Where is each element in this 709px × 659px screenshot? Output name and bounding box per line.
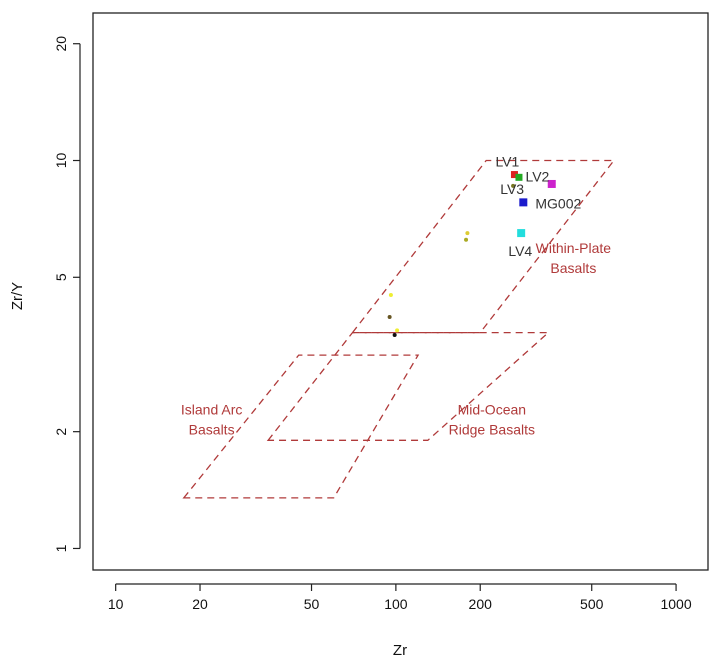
data-point-dot <box>388 293 393 298</box>
region-mid-ocean-ridge-label: Mid-Ocean <box>458 401 526 417</box>
point-label: LV3 <box>500 181 524 197</box>
data-point-square <box>519 198 528 207</box>
y-tick-label: 2 <box>53 428 69 436</box>
x-axis-label: Zr <box>393 642 407 659</box>
data-point-square <box>515 173 523 181</box>
y-tick-label: 5 <box>53 273 69 281</box>
x-tick-label: 10 <box>108 596 124 612</box>
x-tick-label: 500 <box>580 596 604 612</box>
point-label: MG002 <box>535 195 581 211</box>
data-point-dot <box>464 237 469 242</box>
y-tick-label: 20 <box>53 36 69 52</box>
data-point-square <box>547 179 556 188</box>
data-point-square <box>517 229 526 238</box>
data-point-dot <box>392 332 397 337</box>
x-tick-label: 20 <box>192 596 208 612</box>
point-label: LV1 <box>495 153 519 169</box>
x-tick-label: 50 <box>304 596 320 612</box>
data-point-dot <box>387 315 392 320</box>
region-group: Within-Plate Basalts Island Arc Basalts Mid-… <box>181 159 616 499</box>
x-tick-label: 200 <box>469 596 493 612</box>
x-axis: 10 20 50 100 200 500 1000 <box>108 583 692 612</box>
point-label: LV2 <box>525 168 549 184</box>
y-tick-label: 10 <box>53 153 69 169</box>
region-within-plate-label: Basalts <box>550 260 596 276</box>
x-tick-label: 1000 <box>660 596 691 612</box>
region-within-plate-label: Within-Plate <box>536 240 612 256</box>
y-axis: 1 2 5 10 20 <box>53 36 81 552</box>
data-point-dot <box>465 231 470 236</box>
point-label: LV4 <box>508 243 532 259</box>
plot-frame <box>92 12 709 571</box>
data-point-dot <box>511 183 516 188</box>
region-island-arc-label: Island Arc <box>181 401 242 417</box>
data-point-dot <box>395 328 400 333</box>
y-tick-label: 1 <box>53 544 69 552</box>
region-island-arc-label: Basalts <box>189 421 235 437</box>
region-island-arc-outline <box>182 354 420 499</box>
y-axis-label: Zr/Y <box>9 282 26 310</box>
data-point-square <box>510 171 518 179</box>
x-tick-label: 100 <box>384 596 408 612</box>
region-mid-ocean-ridge-label: Ridge Basalts <box>449 421 535 437</box>
